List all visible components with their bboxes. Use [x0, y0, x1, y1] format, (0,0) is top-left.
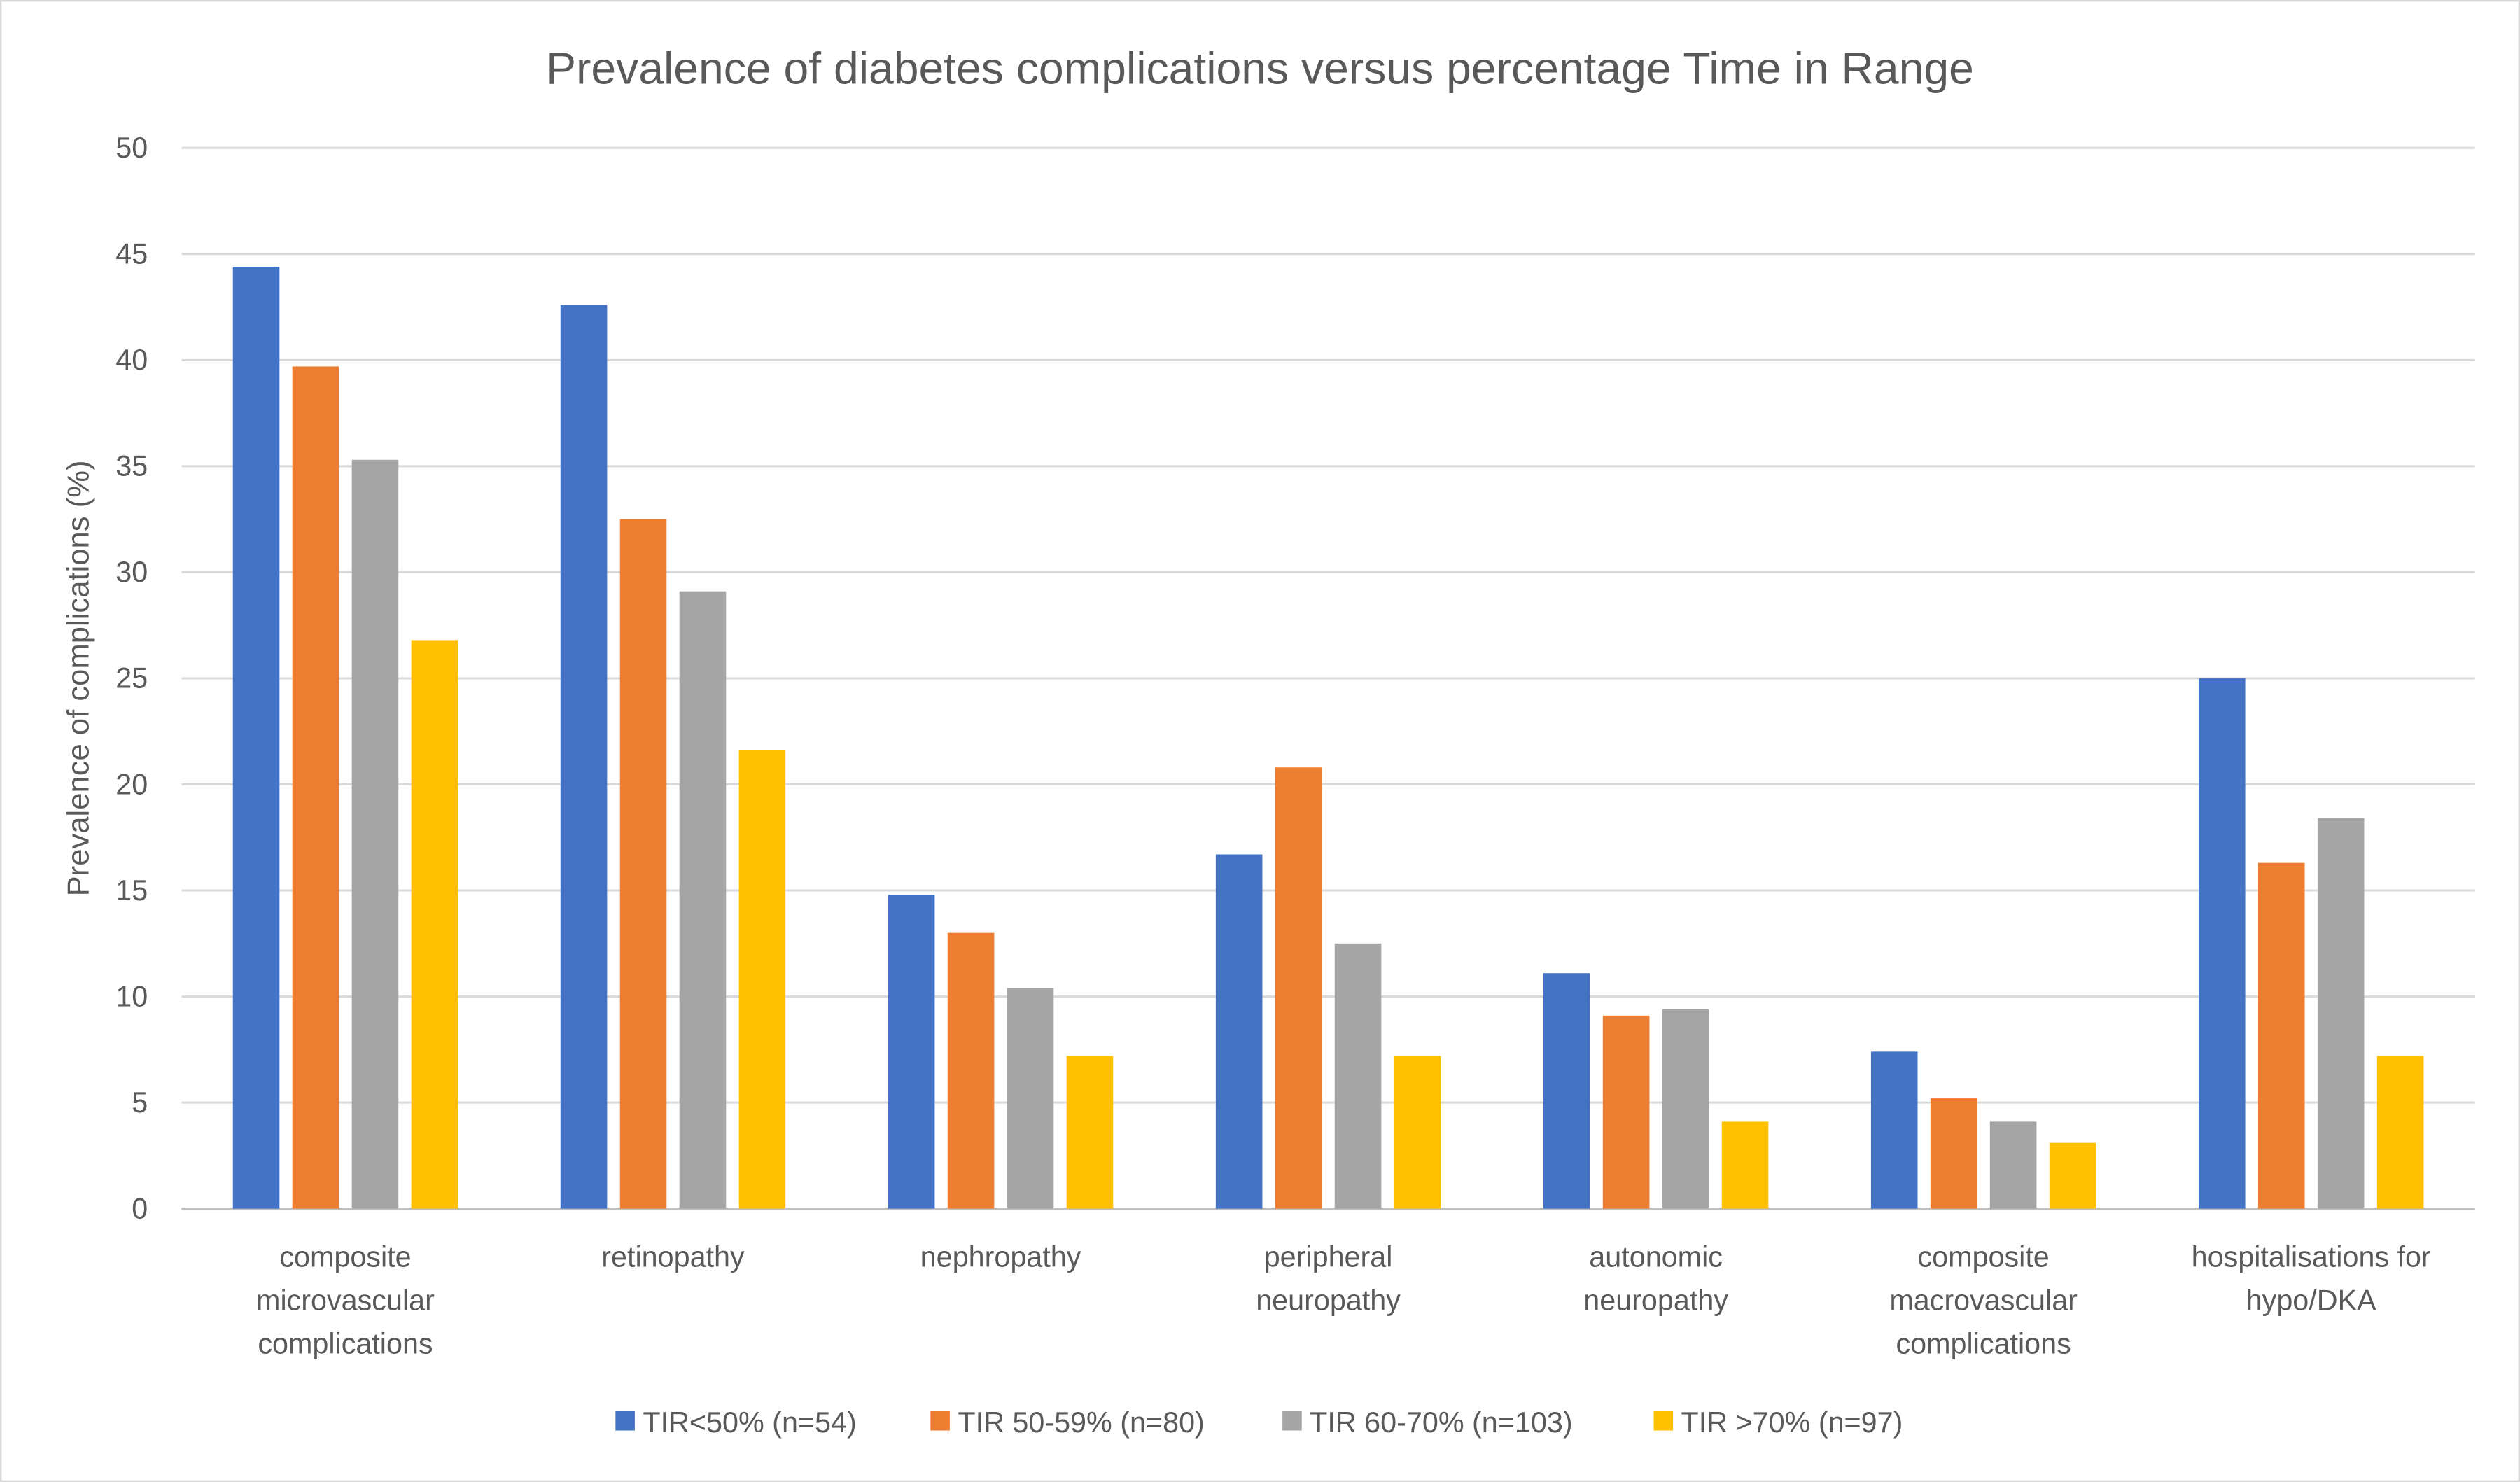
legend-label: TIR 60-70% (n=103): [1310, 1406, 1572, 1439]
bar: [2376, 1056, 2424, 1209]
y-tick-label: 0: [132, 1192, 148, 1224]
y-tick-label: 10: [115, 980, 148, 1012]
legend-label: TIR >70% (n=97): [1681, 1406, 1903, 1439]
x-category-label: macrovascular: [1889, 1284, 2078, 1316]
legend-label: TIR<50% (n=54): [643, 1406, 856, 1439]
y-tick-label: 25: [115, 662, 148, 694]
x-category-label: hypo/DKA: [2246, 1284, 2376, 1316]
x-category-label: nephropathy: [920, 1240, 1082, 1273]
bar: [1334, 943, 1382, 1209]
bar: [620, 519, 667, 1209]
bar: [1721, 1121, 1769, 1209]
legend-item: TIR 50-59% (n=80): [930, 1406, 1205, 1439]
chart-title: Prevalence of diabetes complications ver…: [546, 43, 1974, 93]
bar: [1602, 1015, 1650, 1209]
bar: [1215, 854, 1263, 1209]
bar: [1870, 1051, 1918, 1209]
bar: [1543, 973, 1590, 1209]
legend-swatch: [1282, 1411, 1302, 1431]
legend-item: TIR<50% (n=54): [615, 1406, 857, 1439]
y-tick-label: 50: [115, 132, 148, 164]
y-axis-label: Prevalence of complications (%): [62, 460, 95, 896]
bar: [2317, 818, 2365, 1209]
bar: [1275, 767, 1322, 1209]
legend-swatch: [615, 1411, 635, 1431]
y-tick-label: 5: [132, 1086, 148, 1119]
y-tick-label: 30: [115, 556, 148, 588]
bar: [1662, 1009, 1709, 1209]
x-category-label: composite: [279, 1240, 411, 1273]
legend-label: TIR 50-59% (n=80): [958, 1406, 1204, 1439]
bar: [2049, 1142, 2096, 1209]
y-tick-label: 35: [115, 450, 148, 482]
bar: [679, 591, 727, 1209]
bar: [1066, 1056, 1114, 1209]
bar: [232, 266, 280, 1209]
x-category-label: hospitalisations for: [2192, 1240, 2431, 1273]
x-category-label: neuropathy: [1583, 1284, 1728, 1316]
bar: [560, 305, 608, 1209]
y-tick-label: 45: [115, 238, 148, 270]
bar: [1989, 1121, 2037, 1209]
bar: [2258, 862, 2305, 1209]
x-category-label: microvascular: [256, 1284, 435, 1316]
bar: [947, 932, 995, 1209]
bar: [888, 895, 935, 1209]
x-category-label: composite: [1918, 1240, 2050, 1273]
legend-item: TIR >70% (n=97): [1653, 1406, 1903, 1439]
bar: [738, 750, 786, 1209]
legend-item: TIR 60-70% (n=103): [1282, 1406, 1573, 1439]
y-tick-label: 20: [115, 768, 148, 800]
y-tick-label: 40: [115, 344, 148, 376]
bar: [292, 366, 340, 1209]
x-category-label: complications: [258, 1327, 433, 1359]
x-category-label: complications: [1896, 1327, 2071, 1359]
bar: [1394, 1056, 1441, 1209]
bar: [411, 640, 458, 1209]
x-category-label: peripheral: [1264, 1240, 1393, 1273]
legend-swatch: [1653, 1411, 1674, 1431]
bar: [1007, 988, 1054, 1209]
x-category-label: retinopathy: [601, 1240, 745, 1273]
bar: [1930, 1098, 1977, 1209]
y-tick-label: 15: [115, 874, 148, 907]
x-category-label: neuropathy: [1256, 1284, 1401, 1316]
x-category-label: autonomic: [1589, 1240, 1723, 1273]
legend-swatch: [930, 1411, 950, 1431]
bar: [2198, 678, 2246, 1209]
bar: [351, 459, 399, 1209]
